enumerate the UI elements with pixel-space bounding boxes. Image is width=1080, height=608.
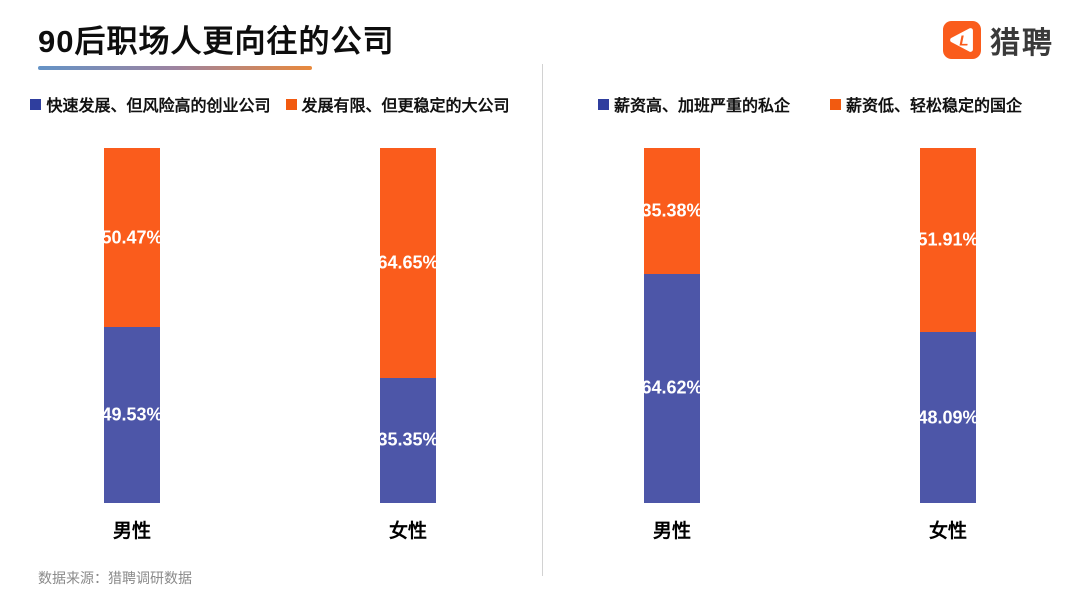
legend-label: 发展有限、但更稳定的大公司 [301, 98, 510, 115]
value-label: 51.91% [917, 229, 979, 250]
stacked-bar: 50.47% 49.53% [101, 148, 163, 503]
legend-label: 薪资高、加班严重的私企 [613, 98, 790, 115]
bar-segment: 51.91% [917, 148, 979, 333]
value-label: 48.09% [917, 407, 979, 428]
charts-row: 快速发展、但风险高的创业公司 发展有限、但更稳定的大公司 50.47% 49.53%… [0, 92, 1080, 543]
bar-column: 35.38% 64.62% 男性 [641, 148, 703, 543]
bar-segment: 48.09% [917, 332, 979, 503]
stacked-bar: 64.65% 35.35% [377, 148, 439, 503]
bar-column: 64.65% 35.35% 女性 [377, 148, 439, 543]
legend-label: 薪资低、轻松稳定的国企 [846, 98, 1023, 115]
legend-item: 薪资高、加班严重的私企 [597, 92, 790, 116]
value-label: 50.47% [101, 227, 163, 248]
chart-private-vs-state: 薪资高、加班严重的私企 薪资低、轻松稳定的国企 35.38% 64.62% 男性 51.… [540, 92, 1080, 543]
category-label: 男性 [112, 521, 151, 542]
value-label: 49.53% [101, 404, 163, 425]
bar-column: 50.47% 49.53% 男性 [101, 148, 163, 543]
value-label: 64.65% [377, 252, 439, 273]
bar-segment: 49.53% [101, 327, 163, 503]
legend: 薪资高、加班严重的私企 薪资低、轻松稳定的国企 [540, 92, 1080, 116]
legend-item: 薪资低、轻松稳定的国企 [830, 92, 1022, 116]
plot-area: 50.47% 49.53% 男性 64.65% 35.35% 女性 [0, 148, 540, 543]
legend-swatch [285, 98, 297, 110]
bar-segment: 35.35% [377, 377, 439, 503]
logo-monogram: L [959, 33, 968, 50]
legend-item: 快速发展、但风险高的创业公司 [30, 92, 271, 116]
legend-swatch [30, 98, 42, 110]
page-title: 90后职场人更向往的公司 [38, 24, 395, 59]
liepin-logo: L 猎聘 [943, 18, 1054, 62]
bar-column: 51.91% 48.09% 女性 [917, 148, 979, 543]
value-label: 35.35% [377, 429, 439, 450]
data-source-note: 数据来源：猎聘调研数据 [38, 570, 192, 586]
stacked-bar: 35.38% 64.62% [641, 148, 703, 503]
bar-segment: 64.65% [377, 148, 439, 378]
title-underline [38, 66, 312, 70]
legend-item: 发展有限、但更稳定的大公司 [285, 92, 510, 116]
legend-swatch [597, 98, 609, 110]
value-label: 64.62% [641, 377, 703, 398]
plot-area: 35.38% 64.62% 男性 51.91% 48.09% 女性 [540, 148, 1080, 543]
bar-segment: 35.38% [641, 148, 703, 274]
category-label: 男性 [652, 521, 691, 542]
value-label: 35.38% [641, 200, 703, 221]
bar-segment: 64.62% [641, 273, 703, 503]
chart-divider [542, 64, 543, 576]
liepin-logo-text: 猎聘 [990, 27, 1054, 60]
bar-segment: 50.47% [101, 148, 163, 328]
legend-label: 快速发展、但风险高的创业公司 [46, 98, 271, 115]
stacked-bar: 51.91% 48.09% [917, 148, 979, 503]
legend: 快速发展、但风险高的创业公司 发展有限、但更稳定的大公司 [0, 92, 540, 116]
liepin-logo-icon: L [943, 21, 981, 59]
category-label: 女性 [388, 521, 427, 542]
category-label: 女性 [928, 521, 967, 542]
legend-swatch [830, 98, 841, 110]
chart-startup-vs-bigco: 快速发展、但风险高的创业公司 发展有限、但更稳定的大公司 50.47% 49.53%… [0, 92, 540, 543]
